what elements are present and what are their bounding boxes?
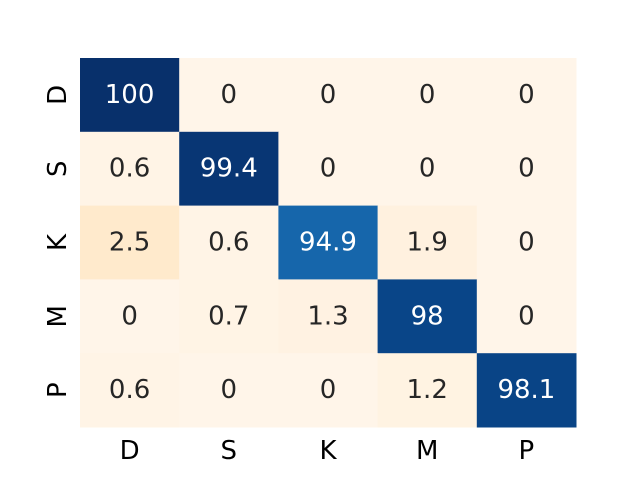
x-tick-label-M: M [416,436,438,466]
heatmap-cell-S-S [179,131,279,207]
cell-value-label-K-M: 1.9 [407,228,448,258]
heatmap-cell-K-P [476,205,577,280]
cell-value-label-P-D: 0.6 [109,375,150,405]
cell-value-label-D-D: 100 [105,80,155,110]
heatmap-cell-S-K [278,131,379,207]
heatmap-cell-K-M [377,205,478,280]
heatmap-cell-M-P [476,279,577,354]
heatmap-cell-M-M [377,279,478,354]
heatmap-cell-D-P [476,58,577,133]
x-tick-label-K: K [319,436,337,466]
cell-value-label-K-D: 2.5 [109,228,150,258]
heatmap-cell-P-S [179,353,279,428]
heatmap-cell-M-S [179,279,279,354]
heatmap-cell-S-D [80,131,180,207]
cell-value-label-K-S: 0.6 [208,228,249,258]
heatmap-cell-D-K [278,58,379,133]
cell-value-label-D-K: 0 [320,80,337,110]
y-tick-label-D: D [43,85,73,105]
cell-value-label-S-P: 0 [518,154,535,184]
cell-value-label-P-P: 98.1 [497,375,555,405]
heatmap-cell-S-P [476,131,577,207]
heatmap-cell-K-S [179,205,279,280]
heatmap-cell-P-P [476,353,577,428]
heatmap-cell-S-M [377,131,478,207]
heatmap-cell-P-D [80,353,180,428]
heatmap-cell-P-M [377,353,478,428]
cell-value-label-P-S: 0 [221,375,238,405]
y-axis-ticks: D S K M P [43,85,73,398]
heatmap-cell-D-M [377,58,478,133]
cell-value-label-K-P: 0 [518,228,535,258]
heatmap-cell-K-K [278,205,379,280]
cell-value-label-K-K: 94.9 [299,228,357,258]
cell-value-label-D-S: 0 [221,80,238,110]
heatmap-cells: 100 0 0 0 0 0.6 99.4 0 0 0 2.5 0.6 94.9 1.9 0 0 0.7 1.3 98… [80,58,577,428]
cell-value-label-S-S: 99.4 [200,154,258,184]
y-tick-label-K: K [43,233,73,251]
heatmap-cell-P-K [278,353,379,428]
cell-value-label-S-M: 0 [419,154,436,184]
cell-value-label-M-P: 0 [518,301,535,331]
cell-value-label-P-M: 1.2 [407,375,448,405]
cell-value-label-M-K: 1.3 [307,301,348,331]
y-tick-label-S: S [43,160,73,177]
heatmap-cell-D-D [80,58,180,133]
x-tick-label-P: P [519,436,535,466]
cell-value-label-M-S: 0.7 [208,301,249,331]
x-tick-label-S: S [221,436,238,466]
cell-value-label-S-D: 0.6 [109,154,150,184]
cell-value-label-M-D: 0 [121,301,138,331]
cell-value-label-M-M: 98 [411,301,444,331]
heatmap-cell-M-K [278,279,379,354]
heatmap-cell-M-D [80,279,180,354]
heatmap-cell-K-D [80,205,180,280]
heatmap-cell-D-S [179,58,279,133]
cell-value-label-S-K: 0 [320,154,337,184]
cell-value-label-D-P: 0 [518,80,535,110]
cell-value-label-P-K: 0 [320,375,337,405]
cell-value-label-D-M: 0 [419,80,436,110]
y-tick-label-M: M [43,305,73,327]
y-tick-label-P: P [43,382,73,398]
x-tick-label-D: D [120,436,140,466]
